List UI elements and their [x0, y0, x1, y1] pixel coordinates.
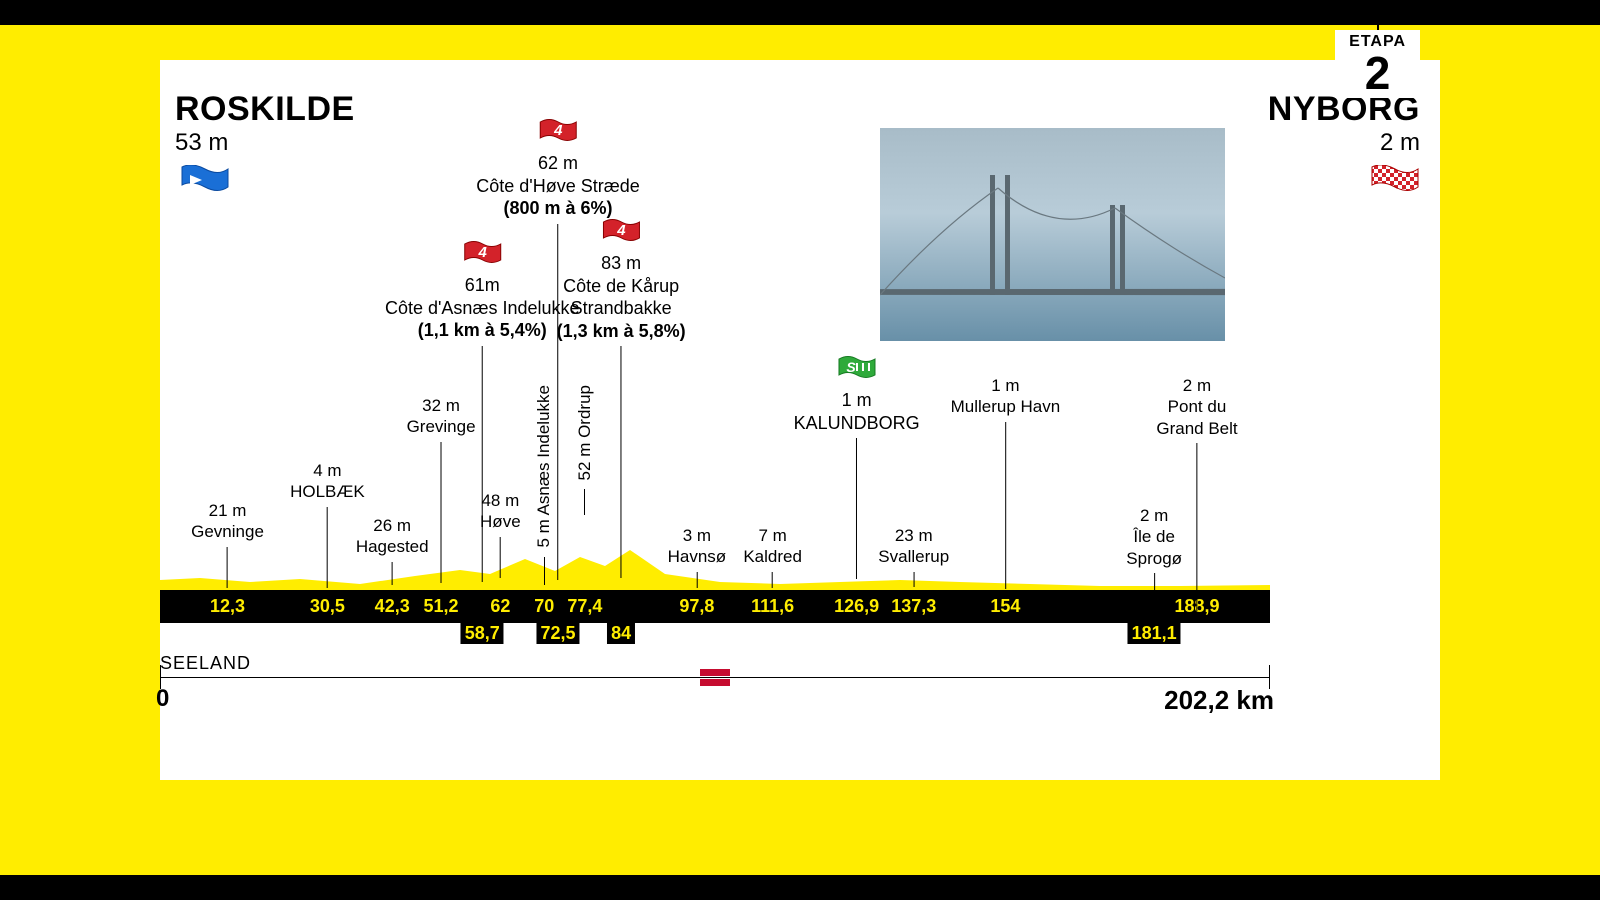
waypoint: 21 mGevninge — [191, 500, 264, 588]
sprint-flag-icon: S — [837, 355, 877, 383]
km-mark: 70 — [534, 596, 554, 617]
axis-start-km: 0 — [156, 685, 169, 713]
cat4-flag-icon: 4 — [538, 118, 578, 146]
denmark-flag-icon — [700, 669, 730, 686]
km-mark: 77,4 — [567, 596, 602, 617]
region-label: SEELAND — [160, 653, 251, 674]
cat4-flag-icon: 4 — [601, 218, 641, 246]
svg-text:4: 4 — [553, 122, 563, 139]
km-mark: 137,3 — [891, 596, 936, 617]
svg-text:4: 4 — [616, 222, 626, 239]
waypoint-alt: 4 m — [290, 460, 365, 481]
km-mark: 72,5 — [536, 623, 579, 644]
finish-alt: 2 m — [1268, 129, 1420, 157]
waypoint: 2 mPont duGrand Belt — [1156, 375, 1237, 611]
climb-detail: (1,3 km à 5,8%) — [557, 320, 686, 343]
climb-detail: (800 m à 6%) — [476, 197, 640, 220]
km-mark: 126,9 — [834, 596, 879, 617]
km-mark: 84 — [607, 623, 635, 644]
stage-badge: ETAPA 2 — [1335, 30, 1420, 98]
km-mark: 12,3 — [210, 596, 245, 617]
km-mark: 58,7 — [461, 623, 504, 644]
letterbox-bottom — [0, 875, 1600, 900]
waypoint-alt: 2 m — [1156, 375, 1237, 396]
inset-photo — [880, 128, 1225, 341]
svg-text:S: S — [846, 359, 856, 375]
sprint-alt: 1 m — [794, 389, 920, 412]
km-mark: 51,2 — [424, 596, 459, 617]
waypoint-alt: 1 m — [951, 375, 1061, 396]
km-mark: 111,6 — [751, 596, 794, 617]
start-alt: 53 m — [175, 129, 355, 157]
km-mark: 181,1 — [1128, 623, 1181, 644]
waypoint: 1 mMullerup Havn — [951, 375, 1061, 589]
km-mark: 97,8 — [679, 596, 714, 617]
finish-flag-icon — [1370, 165, 1420, 204]
sprint-point: S 1 m KALUNDBORG — [794, 355, 920, 579]
stage-number: 2 — [1349, 50, 1406, 96]
letterbox-top — [0, 0, 1600, 25]
km-mark: 42,3 — [375, 596, 410, 617]
climb-alt: 83 m — [557, 252, 686, 275]
sprint-name: KALUNDBORG — [794, 412, 920, 435]
start-city-block: ROSKILDE 53 m — [175, 90, 355, 157]
waypoint-alt: 21 m — [191, 500, 264, 521]
waypoint: 4 mHOLBÆK — [290, 460, 365, 588]
axis-total-km: 202,2 km — [1164, 685, 1274, 716]
km-mark: 154 — [990, 596, 1020, 617]
start-flag-icon — [180, 165, 230, 204]
climb-alt: 62 m — [476, 152, 640, 175]
km-mark: 30,5 — [310, 596, 345, 617]
finish-city-block: NYBORG 2 m — [1268, 90, 1420, 157]
climb-cat4: 4 83 m Côte de KårupStrandbakke (1,3 km … — [557, 218, 686, 578]
km-mark: 62 — [490, 596, 510, 617]
start-city: ROSKILDE — [175, 90, 355, 129]
